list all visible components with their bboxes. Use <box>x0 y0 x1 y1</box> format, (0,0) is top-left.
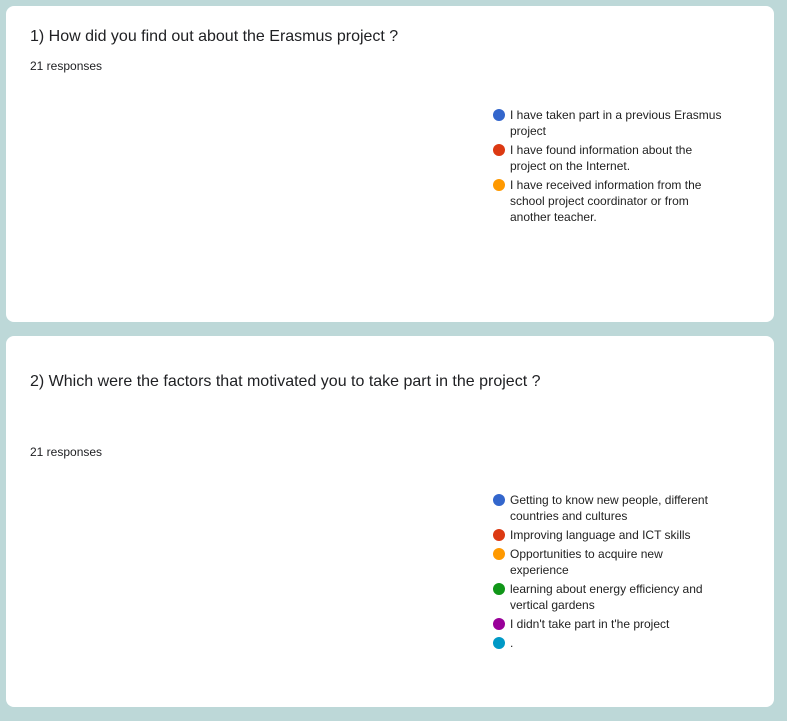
legend-label: I have taken part in a previous Erasmus … <box>510 108 722 138</box>
legend-label: I didn't take part in t'he project <box>510 617 670 631</box>
legend-swatch <box>493 548 505 560</box>
legend-label: Opportunities to acquire new experience <box>510 547 663 577</box>
legend-item: I have found information about the proje… <box>492 142 722 174</box>
chart-title: 1) How did you find out about the Erasmu… <box>30 28 399 45</box>
legend-label: learning about energy efficiency and ver… <box>510 582 703 612</box>
legend-swatch <box>493 583 505 595</box>
chart-title: 2) Which were the factors that motivated… <box>30 373 541 390</box>
legend-swatch <box>493 494 505 506</box>
legend: Getting to know new people, different co… <box>492 492 722 654</box>
legend-label: I have received information from the sch… <box>510 178 702 224</box>
legend-label: Getting to know new people, different co… <box>510 493 708 523</box>
legend-label: . <box>510 636 514 650</box>
legend-swatch <box>493 144 505 156</box>
response-count: 21 responses <box>30 59 103 73</box>
legend-item: Improving language and ICT skills <box>492 527 722 543</box>
legend-item: Getting to know new people, different co… <box>492 492 722 524</box>
legend-item: I didn't take part in t'he project <box>492 616 722 632</box>
legend-item: I have received information from the sch… <box>492 177 722 225</box>
card: 1) How did you find out about the Erasmu… <box>6 6 774 322</box>
legend-item: . <box>492 635 722 651</box>
legend-item: learning about energy efficiency and ver… <box>492 581 722 613</box>
legend-label: I have found information about the proje… <box>510 143 693 173</box>
legend-item: Opportunities to acquire new experience <box>492 546 722 578</box>
legend-swatch <box>493 179 505 191</box>
legend-swatch <box>493 637 505 649</box>
legend-swatch <box>493 618 505 630</box>
card: 2) Which were the factors that motivated… <box>6 336 774 707</box>
legend-item: I have taken part in a previous Erasmus … <box>492 107 722 139</box>
legend-swatch <box>493 109 505 121</box>
response-count: 21 responses <box>30 445 103 459</box>
legend-swatch <box>493 529 505 541</box>
legend-label: Improving language and ICT skills <box>510 528 691 542</box>
legend: I have taken part in a previous Erasmus … <box>492 107 722 228</box>
